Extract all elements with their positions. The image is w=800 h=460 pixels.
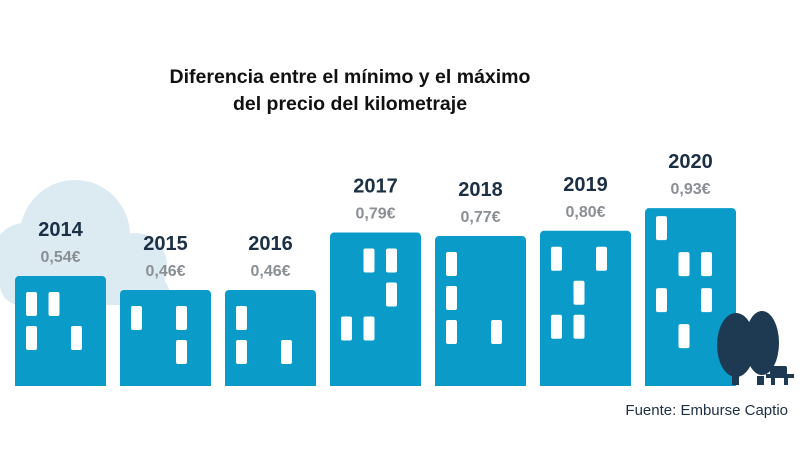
year-label: 2020: [668, 151, 713, 173]
building-bar-2018: [435, 236, 526, 386]
year-label: 2014: [38, 219, 83, 241]
tree-left: [717, 313, 755, 377]
window: [656, 288, 667, 313]
building-bar-2020: [645, 208, 736, 386]
bar: [225, 289, 316, 386]
bar: [435, 236, 526, 386]
building-bar-2016: [225, 289, 316, 386]
bar-base: [330, 380, 421, 386]
bench-seat: [766, 374, 794, 378]
window: [551, 246, 562, 271]
window: [596, 246, 607, 271]
window: [551, 314, 562, 339]
title-line-2: del precio del kilometraje: [232, 93, 468, 115]
bar-base: [120, 380, 211, 386]
bar-base: [435, 380, 526, 386]
value-label: 0,77€: [460, 209, 500, 226]
title-line-1: Diferencia entre el mínimo y el máximo: [169, 66, 531, 88]
value-label: 0,46€: [250, 263, 290, 280]
bar-base: [15, 380, 106, 386]
tree-trunk: [732, 376, 739, 385]
window: [656, 216, 667, 241]
bar-base: [540, 380, 631, 386]
window: [386, 282, 397, 307]
window: [236, 339, 247, 364]
year-label: 2018: [458, 179, 503, 201]
window: [446, 252, 457, 277]
window: [71, 326, 82, 351]
bar: [120, 289, 211, 386]
bench-leg: [784, 377, 788, 385]
window: [491, 320, 502, 345]
value-label: 0,79€: [355, 206, 395, 223]
building-bar-2014: [15, 276, 106, 386]
window: [176, 339, 187, 364]
year-label: 2015: [143, 233, 188, 255]
window: [176, 305, 187, 330]
window: [573, 314, 585, 339]
value-label: 0,93€: [670, 181, 710, 198]
window: [573, 280, 585, 305]
bar: [540, 230, 631, 386]
window: [26, 326, 37, 351]
year-label: 2016: [248, 233, 293, 255]
bar-base: [645, 380, 736, 386]
bar: [645, 208, 736, 386]
window: [678, 252, 690, 277]
source-note: Fuente: Emburse Captio: [625, 402, 788, 419]
year-label: 2017: [353, 176, 398, 198]
window: [26, 292, 37, 317]
window: [701, 288, 712, 313]
value-label: 0,80€: [565, 204, 605, 221]
window: [281, 339, 292, 364]
bar: [330, 232, 421, 386]
window: [48, 292, 60, 317]
trees-icon: [717, 311, 794, 385]
window: [701, 252, 712, 277]
bench-leg: [771, 377, 775, 385]
window: [131, 305, 142, 330]
window: [236, 305, 247, 330]
value-label: 0,54€: [40, 249, 80, 266]
window: [446, 286, 457, 311]
chart-title: Diferencia entre el mínimo y el máximo d…: [0, 64, 700, 118]
building-bar-2017: [330, 232, 421, 386]
bench-back: [770, 366, 787, 375]
building-bar-2015: [120, 289, 211, 386]
tree-right: [745, 311, 779, 375]
window: [386, 248, 397, 273]
building-bar-2019: [540, 230, 631, 386]
window: [446, 320, 457, 345]
window: [678, 324, 690, 349]
tree-trunk: [757, 376, 764, 385]
window: [363, 248, 375, 273]
window: [363, 316, 375, 341]
bar-base: [225, 380, 316, 386]
window: [341, 316, 352, 341]
value-label: 0,46€: [145, 263, 185, 280]
year-label: 2019: [563, 174, 608, 196]
bar: [15, 276, 106, 386]
